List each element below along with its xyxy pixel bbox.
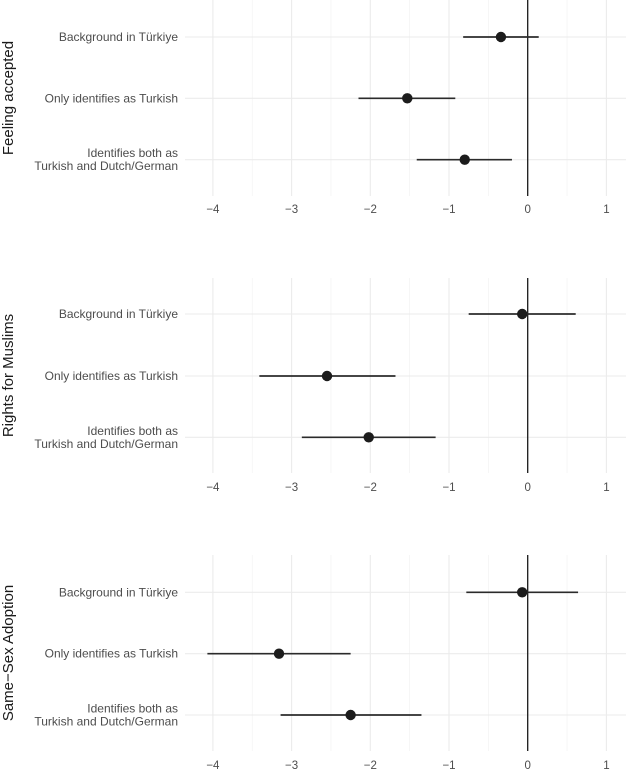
estimate-point	[516, 587, 528, 598]
estimate-point	[273, 648, 285, 659]
x-tick-label: −3	[285, 204, 298, 216]
category-label-line: Turkish and Dutch/German	[34, 715, 178, 729]
category-label: Only identifies as Turkish	[45, 647, 178, 661]
category-label: Identifies both as Turkish and Dutch/Germ…	[34, 702, 178, 729]
estimate-point	[345, 709, 356, 721]
category-label-line: Background in Türkiye	[59, 307, 179, 321]
x-tick-label: 0	[524, 204, 530, 216]
category-label-line: Identifies both as	[87, 424, 178, 438]
panel-2: Rights for Muslims Background in Türkiye O…	[0, 278, 626, 494]
panel-3: Same−Sex Adoption Background in Türkiye On…	[0, 555, 626, 770]
x-tick-label: −1	[442, 760, 455, 770]
category-label: Only identifies as Turkish	[45, 369, 178, 383]
x-tick-label: 1	[603, 204, 609, 216]
x-tick-label: −3	[285, 482, 298, 494]
category-label: Background in Türkiye	[59, 307, 179, 321]
category-label: Only identifies as Turkish	[45, 91, 178, 105]
category-label-line: Turkish and Dutch/German	[34, 437, 178, 451]
x-tick-label: 1	[603, 482, 609, 494]
category-label-line: Identifies both as	[87, 146, 178, 160]
panel-label: Same−Sex Adoption	[0, 585, 17, 721]
estimate-point	[321, 370, 333, 382]
category-label: Identifies both as Turkish and Dutch/Germ…	[34, 146, 178, 173]
category-label-line: Only identifies as Turkish	[45, 647, 178, 661]
panel-label: Feeling accepted	[0, 41, 17, 155]
category-label-line: Identifies both as	[87, 702, 178, 716]
panel-label: Rights for Muslims	[0, 314, 17, 437]
estimate-point	[363, 432, 374, 443]
estimate-point	[459, 154, 470, 165]
category-label-line: Background in Türkiye	[59, 30, 179, 44]
estimate-point	[402, 93, 413, 104]
x-tick-label: −1	[442, 204, 455, 216]
category-label-line: Background in Türkiye	[59, 585, 179, 599]
category-label: Background in Türkiye	[59, 30, 179, 44]
x-tick-label: −2	[364, 760, 377, 770]
x-tick-label: 0	[524, 760, 530, 770]
x-tick-label: 1	[603, 760, 609, 770]
x-tick-label: −3	[285, 760, 298, 770]
x-tick-label: −4	[206, 482, 220, 494]
x-tick-label: 0	[524, 482, 530, 494]
x-tick-label: −2	[364, 482, 377, 494]
estimate-point	[516, 308, 528, 320]
x-tick-label: −4	[206, 204, 220, 216]
x-tick-label: −2	[364, 204, 377, 216]
estimate-point	[495, 31, 507, 43]
panel-1: Feeling accepted Background in Türkiye Onl…	[0, 0, 626, 216]
category-label-line: Only identifies as Turkish	[45, 369, 178, 383]
x-tick-label: −4	[206, 760, 220, 770]
x-tick-label: −1	[442, 482, 455, 494]
category-label-line: Only identifies as Turkish	[45, 91, 178, 105]
category-label: Background in Türkiye	[59, 585, 179, 599]
category-label: Identifies both as Turkish and Dutch/Germ…	[34, 424, 178, 451]
category-label-line: Turkish and Dutch/German	[34, 159, 178, 173]
